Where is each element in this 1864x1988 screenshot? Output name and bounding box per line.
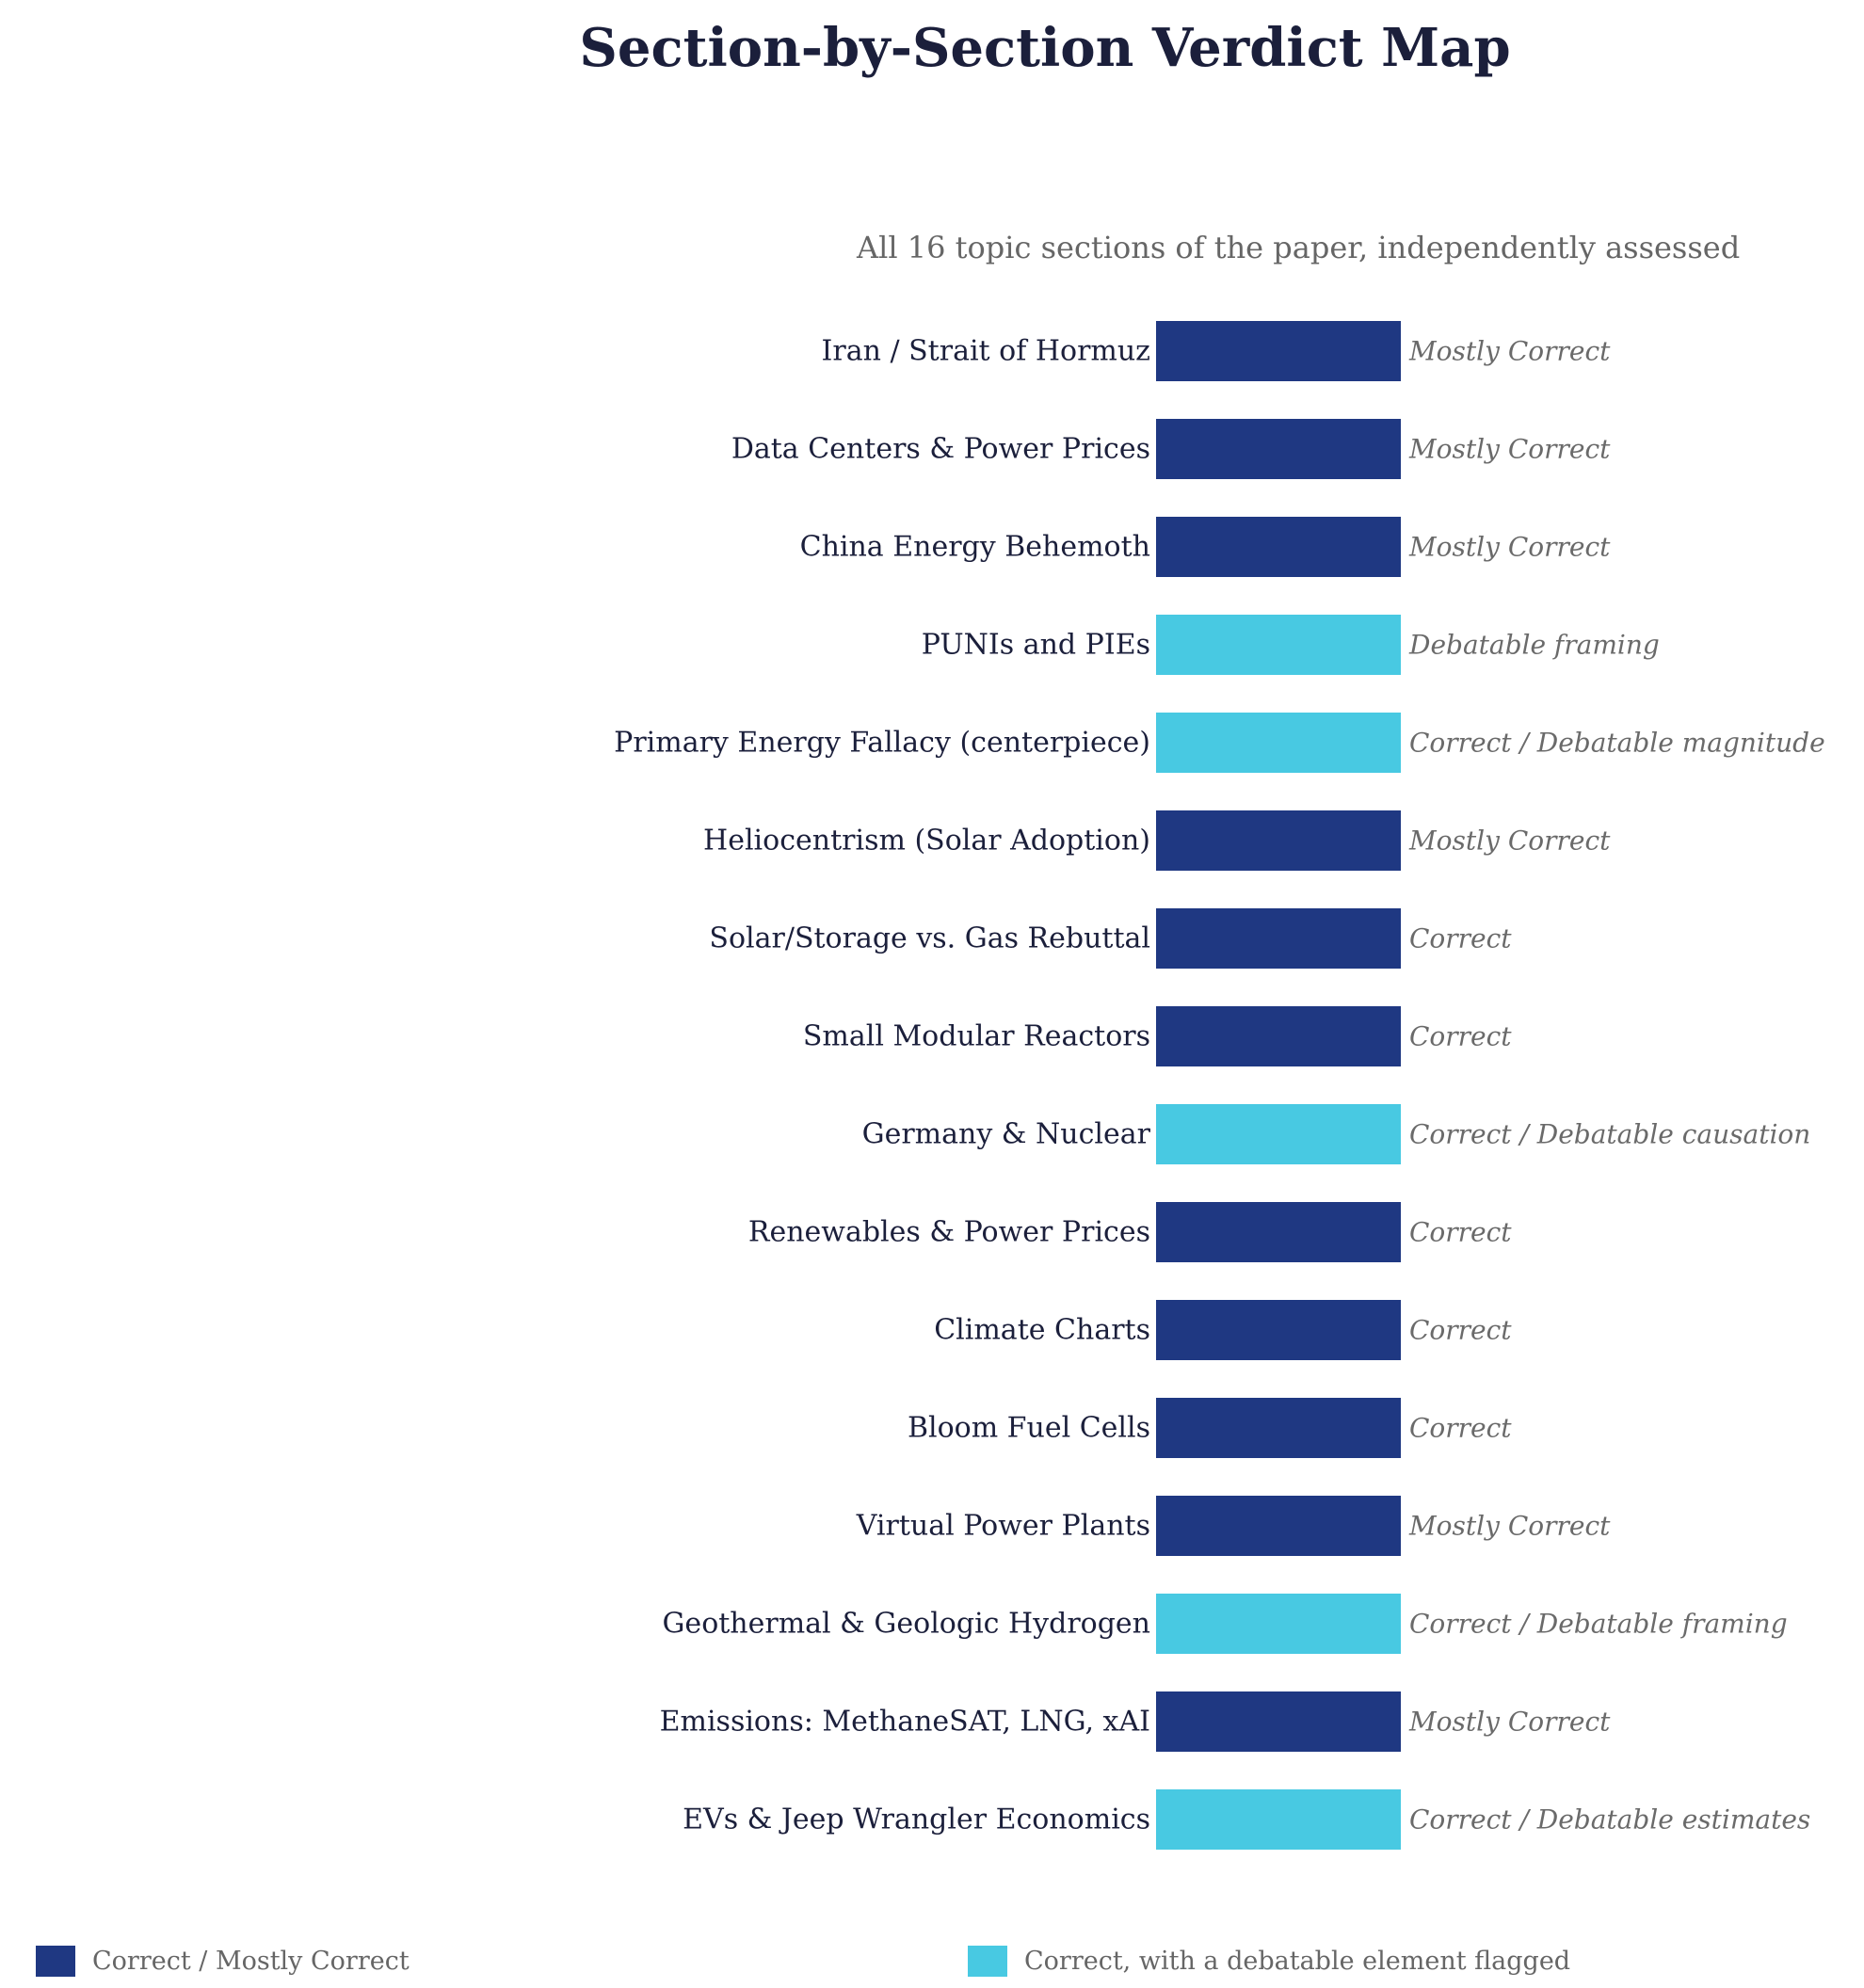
bar-12 [1156, 1496, 1401, 1556]
category-label-13: Geothermal & Geologic Hydrogen [662, 1608, 1150, 1641]
bar-0 [1156, 321, 1401, 381]
category-label-8: Germany & Nuclear [862, 1118, 1151, 1151]
category-label-10: Climate Charts [934, 1314, 1150, 1347]
category-label-15: EVs & Jeep Wrangler Economics [683, 1804, 1150, 1836]
legend-swatch-correct [36, 1945, 75, 1977]
verdict-label-10: Correct [1409, 1315, 1512, 1346]
bar-9 [1156, 1202, 1401, 1262]
bar-13 [1156, 1594, 1401, 1654]
verdict-label-1: Mostly Correct [1408, 434, 1611, 465]
legend-item-correct: Correct / Mostly Correct [36, 1945, 410, 1977]
category-label-14: Emissions: MethaneSAT, LNG, xAI [660, 1706, 1150, 1739]
category-label-2: China Energy Behemoth [800, 531, 1150, 564]
chart-subtitle: All 16 topic sections of the paper, inde… [857, 230, 1741, 265]
verdict-label-4: Correct / Debatable magnitude [1409, 728, 1825, 759]
verdict-label-14: Mostly Correct [1408, 1707, 1611, 1738]
category-label-9: Renewables & Power Prices [748, 1216, 1150, 1249]
legend-label-debatable: Correct, with a debatable element flagge… [1024, 1946, 1571, 1976]
category-label-12: Virtual Power Plants [856, 1510, 1150, 1543]
bar-15 [1156, 1789, 1401, 1850]
bar-4 [1156, 713, 1401, 773]
verdict-label-2: Mostly Correct [1408, 532, 1611, 563]
bar-3 [1156, 615, 1401, 675]
bar-6 [1156, 908, 1401, 969]
bar-7 [1156, 1006, 1401, 1066]
bar-14 [1156, 1691, 1401, 1752]
category-label-0: Iran / Strait of Hormuz [822, 335, 1150, 368]
category-label-3: PUNIs and PIEs [922, 629, 1150, 662]
legend-item-debatable: Correct, with a debatable element flagge… [968, 1945, 1570, 1977]
bar-10 [1156, 1300, 1401, 1360]
category-label-1: Data Centers & Power Prices [731, 433, 1150, 466]
category-label-5: Heliocentrism (Solar Adoption) [703, 825, 1150, 858]
bar-5 [1156, 810, 1401, 871]
category-label-4: Primary Energy Fallacy (centerpiece) [614, 727, 1150, 760]
verdict-label-15: Correct / Debatable estimates [1409, 1804, 1810, 1836]
verdict-label-6: Correct [1409, 923, 1512, 954]
bar-8 [1156, 1104, 1401, 1164]
category-label-6: Solar/Storage vs. Gas Rebuttal [709, 922, 1150, 955]
category-label-11: Bloom Fuel Cells [908, 1412, 1150, 1445]
legend-swatch-debatable [968, 1945, 1007, 1977]
verdict-label-0: Mostly Correct [1408, 336, 1611, 367]
verdict-label-12: Mostly Correct [1408, 1511, 1611, 1542]
bar-2 [1156, 517, 1401, 577]
category-label-7: Small Modular Reactors [803, 1020, 1150, 1053]
verdict-bar-chart: Iran / Strait of Hormuz Mostly Correct Dat… [614, 321, 1825, 1850]
verdict-label-11: Correct [1409, 1413, 1512, 1444]
bar-1 [1156, 419, 1401, 479]
bar-11 [1156, 1398, 1401, 1458]
verdict-label-5: Mostly Correct [1408, 826, 1611, 857]
verdict-label-9: Correct [1409, 1217, 1512, 1248]
chart-title: Section-by-Section Verdict Map [579, 17, 1511, 79]
legend-label-correct: Correct / Mostly Correct [92, 1946, 410, 1976]
verdict-label-13: Correct / Debatable framing [1409, 1609, 1788, 1640]
verdict-label-3: Debatable framing [1408, 630, 1660, 661]
verdict-label-7: Correct [1409, 1021, 1512, 1052]
verdict-label-8: Correct / Debatable causation [1409, 1119, 1810, 1150]
